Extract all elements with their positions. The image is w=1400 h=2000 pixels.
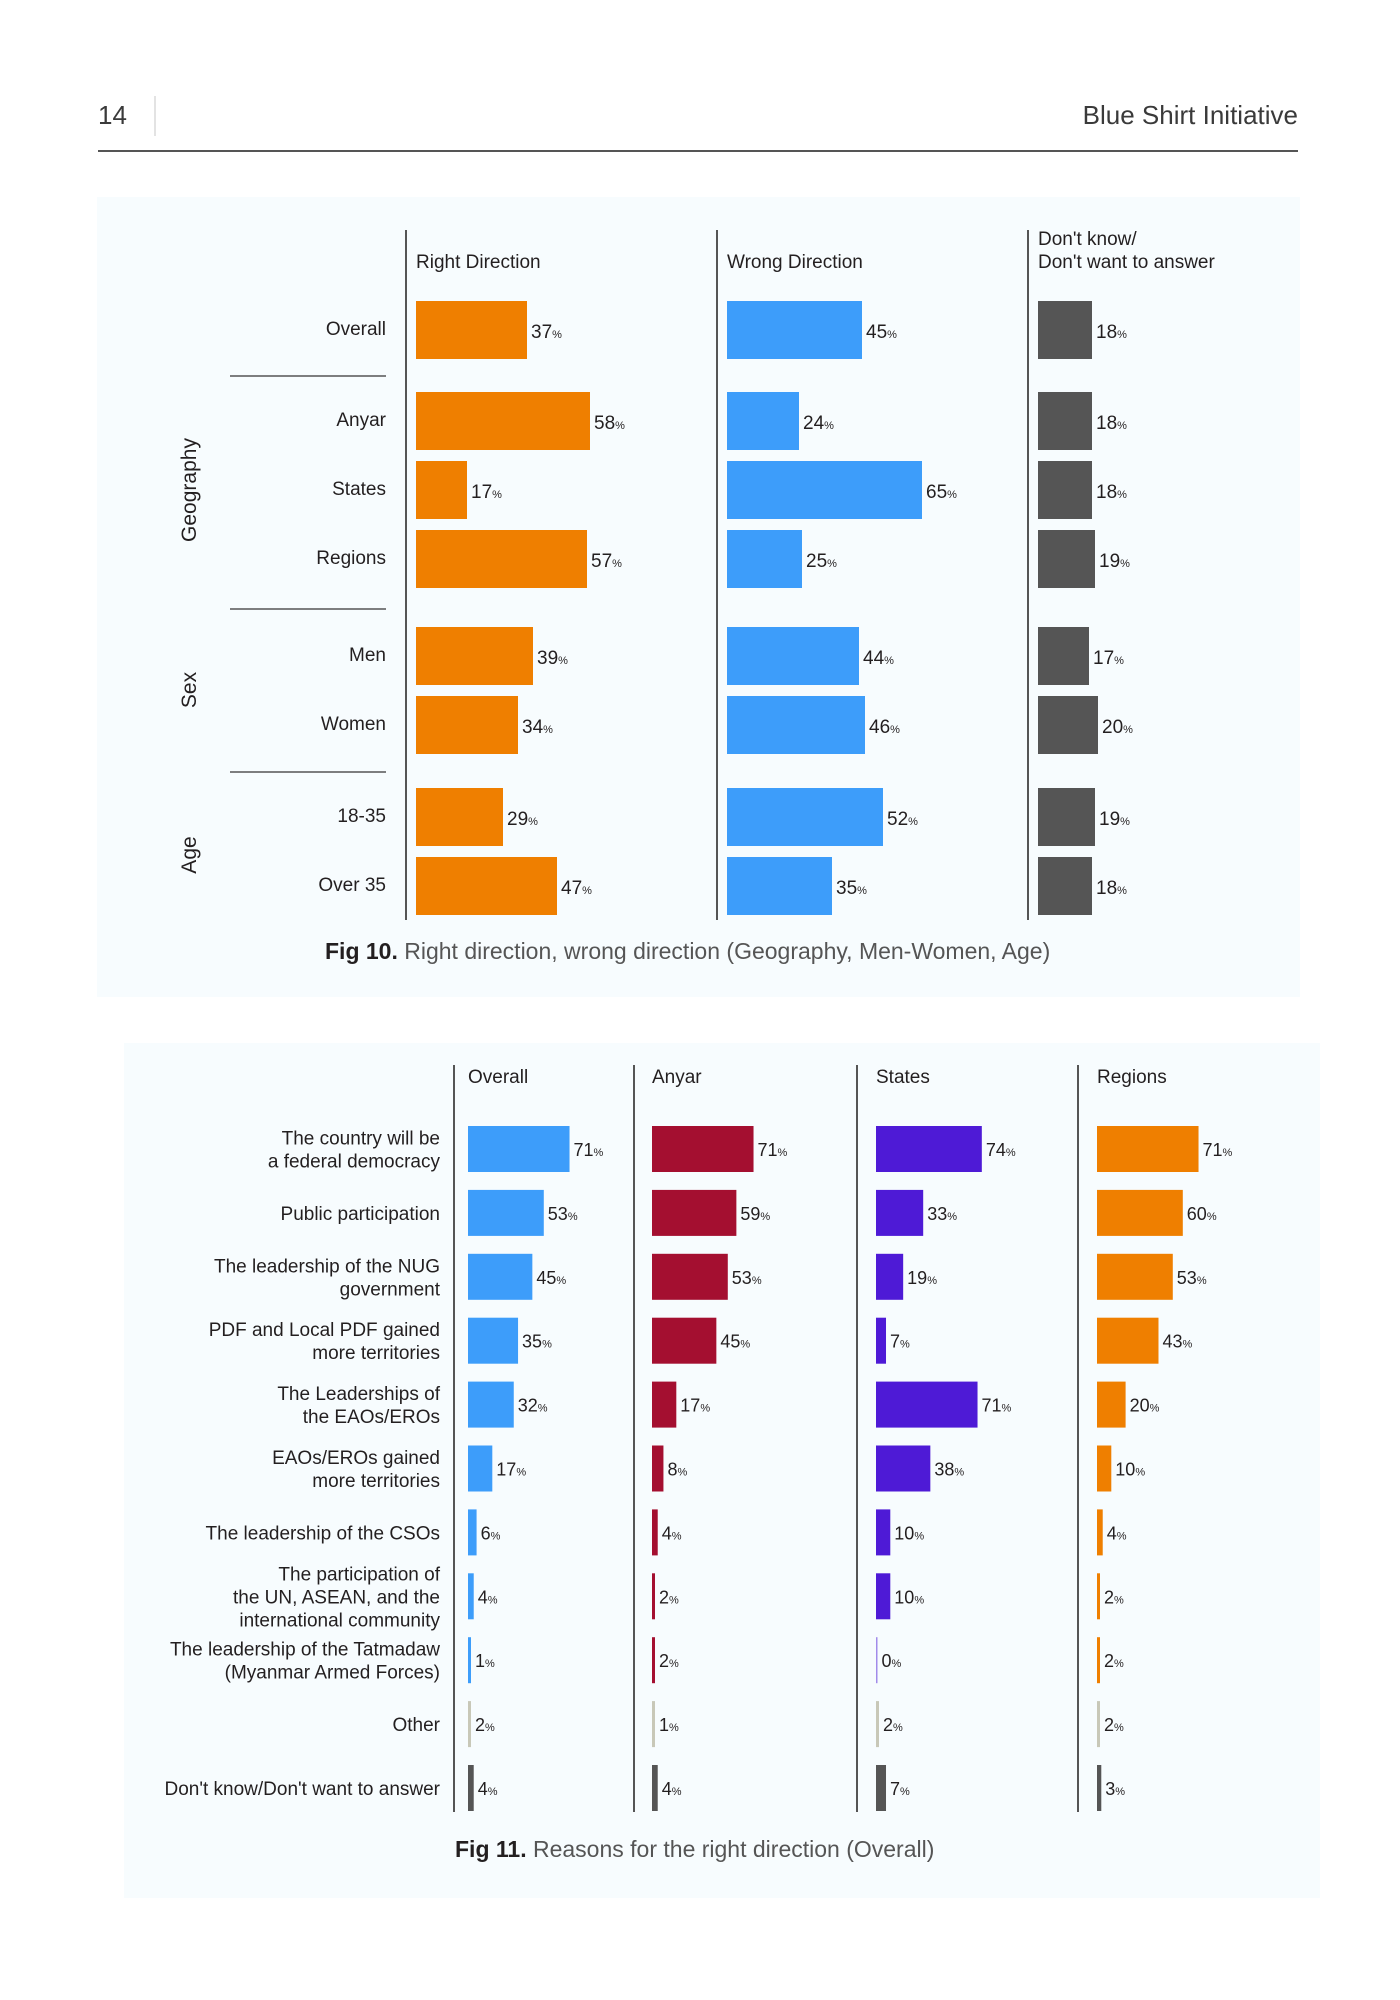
page-number-divider [154,96,156,136]
running-head: Blue Shirt Initiative [1082,100,1298,130]
fig10-number: Fig 10. [325,938,398,964]
page-number: 14 [98,100,127,130]
fig11-number: Fig 11. [455,1836,527,1862]
fig10-caption: Fig 10. Right direction, wrong direction… [325,938,1050,965]
header-rule [98,150,1298,152]
fig10-panel [97,197,1300,997]
fig10-title: Right direction, wrong direction (Geogra… [404,938,1051,964]
fig11-caption: Fig 11. Reasons for the right direction … [455,1836,934,1863]
fig11-panel [124,1043,1320,1898]
fig11-title: Reasons for the right direction (Overall… [532,1836,935,1862]
